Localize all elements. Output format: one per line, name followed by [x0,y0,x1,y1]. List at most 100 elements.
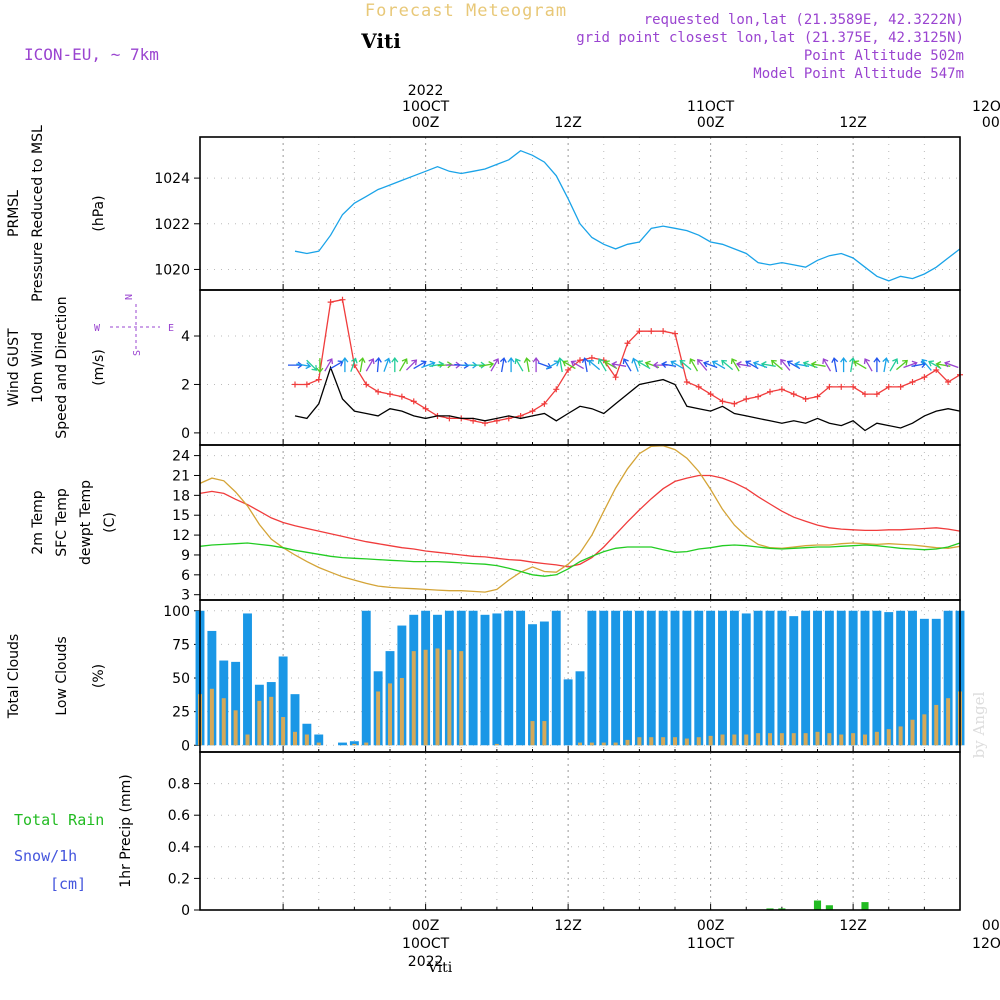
wind-arrow [670,360,684,370]
wind-arrow-shape [479,361,495,368]
gust-marker [695,383,702,390]
wind-arrow [296,362,312,370]
low-cloud-bar [720,734,725,746]
requested-coords: requested lon,lat (21.3589E, 42.3222N) [644,12,964,28]
snow-unit-legend: [cm] [50,875,86,893]
y-tick-label: 18 [172,488,190,504]
top-time-label: 00Z [697,115,724,131]
wind-arrow [413,360,427,370]
wind-arrow-shape [760,361,776,368]
low-cloud-bar [862,734,868,746]
bottom-time-label: 11OCT [687,936,735,952]
pressure-frame [199,136,961,291]
low-cloud-bar [886,729,891,746]
compass-south: S [132,350,143,356]
low-cloud-bar [292,731,298,746]
gust-marker [660,328,667,335]
low-cloud-bar [316,742,321,746]
wind-arrow [365,358,375,372]
wind-arrow [822,358,832,372]
total-cloud-bar [587,610,597,746]
y-tick-label: 0.6 [168,808,190,824]
y-tick-label: 100 [163,604,190,620]
total-cloud-bar [599,610,609,746]
total-cloud-bar [290,694,300,746]
wind-arrow [679,359,692,371]
wind-arrow-shape [622,358,632,372]
wind-arrow [581,357,589,373]
wind-arrow-shape [670,360,684,370]
wind-arrow-shape [306,359,318,371]
wind-arrow-shape [840,357,848,373]
wind-arrow [588,359,601,371]
wind-arrow [479,361,495,368]
total-cloud-bar [646,610,656,746]
gust-marker [862,391,868,398]
total-cloud-bar [741,613,751,746]
wind-arrow [570,360,584,370]
wind-arrow-shape [399,358,408,372]
wind-arrow-shape [873,357,881,373]
wind-arrow [306,359,318,371]
compass-north: N [124,294,135,300]
rain-bar [813,900,822,910]
gust-marker [529,408,536,415]
wind-arrow-shape [889,358,899,372]
y-tick-label: 2 [181,377,190,393]
wind-arrow-shape [853,360,867,370]
low-cloud-bar [874,731,879,746]
low-cloud-bar [447,649,452,746]
total-cloud-bar [468,610,478,746]
wind-arrow [896,359,908,371]
gust-marker [945,379,952,386]
wind-arrow-shape [703,360,718,369]
total-cloud-bar [611,610,621,746]
place-title: Viti [360,29,401,53]
y-tick-label: 0 [181,426,190,442]
total-cloud-bar [243,613,252,746]
y-tick-label: 21 [172,468,190,484]
total-cloud-bar [884,612,894,746]
gust-marker [767,388,773,395]
low-cloud-bar [542,721,547,746]
gust-marker [814,393,821,400]
low-cloud-bar [376,691,381,746]
low-cloud-bar [411,651,416,746]
total-cloud-bar [694,610,704,746]
y-tick-label: 1022 [154,217,190,233]
wind-arrow-shape [921,358,932,371]
gust-marker [387,391,393,398]
y-tick-label: 0 [181,738,190,754]
total-cloud-bar [789,616,799,746]
gust-marker [743,395,750,402]
y-tick-label: 0.4 [168,840,190,856]
low-cloud-bar [744,734,749,746]
y-tick-label: 24 [172,449,190,465]
total-cloud-bar [848,610,858,746]
clouds-axis-label: Low Clouds [54,636,70,715]
total-cloud-bar [896,610,906,746]
low-cloud-bar [423,649,428,746]
wind-arrow-shape [780,358,791,371]
bottom-time-label: 00Z [982,918,1000,934]
temperature-panel: 3 6 9 12 15 18 21 24 [172,444,961,604]
low-cloud-bar [352,743,357,746]
low-cloud-bar [815,731,820,746]
wind-arrow-shape [365,358,375,372]
wind-arrow-shape [935,361,951,368]
wind-arrow [849,357,856,373]
low-cloud-bar [791,733,796,746]
wind-arrow-shape [374,357,382,373]
total-cloud-bar [516,610,526,746]
wind-arrow [341,357,349,373]
gust-marker [588,354,595,361]
low-cloud-bar [696,737,701,746]
low-cloud-bar [898,726,903,746]
wind-arrow-shape [350,357,358,372]
total-cloud-bar [278,656,288,746]
low-cloud-bar [209,688,214,746]
bottom-time-label: 12Z [839,918,866,934]
low-cloud-bar [684,738,689,746]
wind-arrow-shape [490,358,500,372]
y-tick-label: 0 [181,903,190,919]
